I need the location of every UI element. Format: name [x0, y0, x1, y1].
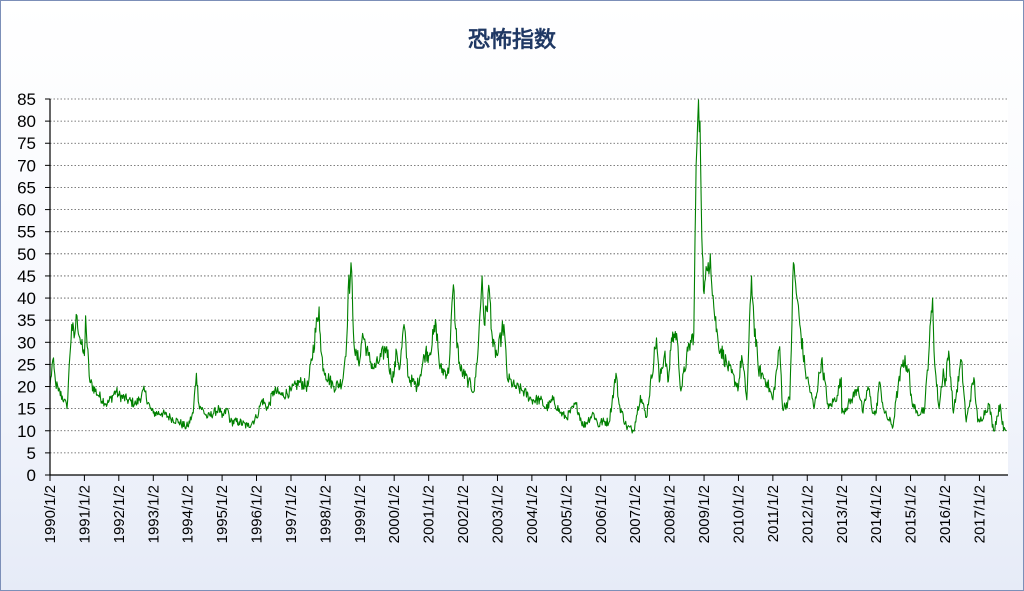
y-tick-label: 80 — [17, 112, 36, 131]
x-tick-label: 2017/1/2 — [971, 485, 988, 543]
x-tick-label: 2006/1/2 — [593, 485, 610, 543]
x-axis-ticks: 1990/1/2 1991/1/2 1992/1/2 1993/1/2 1994/1/2… — [42, 475, 988, 543]
y-tick-label: 65 — [17, 178, 36, 197]
x-tick-label: 1995/1/2 — [214, 485, 231, 543]
series-layer — [49, 99, 1007, 434]
x-tick-label: 2004/1/2 — [524, 485, 541, 543]
x-tick-label: 2007/1/2 — [627, 485, 644, 543]
x-tick-label: 2000/1/2 — [386, 485, 403, 543]
x-tick-label: 1997/1/2 — [283, 485, 300, 543]
x-tick-label: 1993/1/2 — [145, 485, 162, 543]
x-tick-label: 2001/1/2 — [421, 485, 438, 543]
y-tick-label: 85 — [17, 90, 36, 109]
x-tick-label: 2015/1/2 — [903, 485, 920, 543]
y-tick-label: 25 — [17, 355, 36, 374]
y-tick-label: 70 — [17, 156, 36, 175]
x-tick-label: 2011/1/2 — [765, 485, 782, 542]
series-line — [49, 99, 1007, 434]
x-tick-label: 1990/1/2 — [42, 485, 59, 543]
chart-title: 恐怖指数 — [467, 28, 556, 53]
plot-area — [50, 99, 1008, 475]
y-tick-label: 5 — [27, 444, 36, 463]
y-tick-label: 10 — [17, 422, 36, 441]
x-tick-label: 2003/1/2 — [489, 485, 506, 543]
x-tick-label: 2016/1/2 — [937, 485, 954, 543]
x-tick-label: 1992/1/2 — [111, 485, 128, 543]
x-tick-label: 2014/1/2 — [868, 485, 885, 543]
x-tick-label: 2005/1/2 — [558, 485, 575, 543]
y-tick-label: 55 — [17, 223, 36, 242]
y-tick-label: 45 — [17, 267, 36, 286]
x-tick-label: 1994/1/2 — [180, 485, 197, 543]
y-tick-label: 50 — [17, 245, 36, 264]
x-tick-label: 1998/1/2 — [317, 485, 334, 543]
y-tick-label: 30 — [17, 333, 36, 352]
x-tick-label: 2009/1/2 — [696, 485, 713, 543]
y-axis-ticks: 0 5 10 15 20 25 30 35 40 45 50 55 60 65 70 75 80 85 — [17, 90, 50, 485]
y-tick-label: 40 — [17, 289, 36, 308]
axes — [49, 99, 1008, 476]
y-tick-label: 20 — [17, 378, 36, 397]
x-tick-label: 2008/1/2 — [662, 485, 679, 543]
x-tick-label: 1996/1/2 — [248, 485, 265, 543]
y-tick-label: 60 — [17, 201, 36, 220]
y-tick-label: 15 — [17, 400, 36, 419]
x-tick-label: 2012/1/2 — [799, 485, 816, 543]
y-tick-label: 0 — [27, 466, 36, 485]
x-tick-label: 2010/1/2 — [730, 485, 747, 543]
y-tick-label: 75 — [17, 134, 36, 153]
gridlines — [50, 98, 1008, 454]
x-tick-label: 1991/1/2 — [76, 485, 93, 543]
y-tick-label: 35 — [17, 311, 36, 330]
x-tick-label: 1999/1/2 — [352, 485, 369, 543]
x-tick-label: 2013/1/2 — [834, 485, 851, 543]
x-tick-label: 2002/1/2 — [455, 485, 472, 543]
